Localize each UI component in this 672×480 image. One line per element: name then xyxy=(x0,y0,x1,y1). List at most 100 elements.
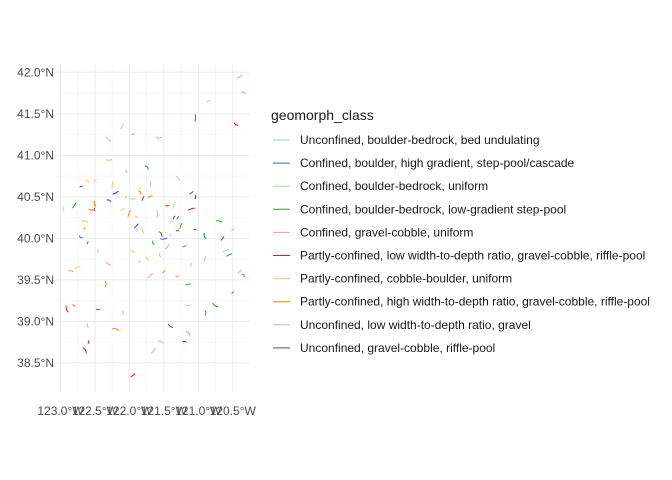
legend-label: Confined, gravel-cobble, uniform xyxy=(300,225,473,239)
stream-segment xyxy=(156,209,159,218)
stream-segment xyxy=(158,231,163,237)
y-tick-label: 42.0°N xyxy=(17,65,54,79)
stream-segment xyxy=(203,256,207,262)
stream-segment xyxy=(222,249,230,253)
legend-label: Unconfined, boulder-bedrock, bed undulat… xyxy=(300,133,540,147)
grid-lines xyxy=(57,64,250,392)
legend: geomorph_class Unconfined, boulder-bedro… xyxy=(271,107,650,355)
stream-segment xyxy=(81,220,89,223)
stream-segment xyxy=(165,204,170,207)
y-tick-label: 40.0°N xyxy=(17,231,54,245)
stream-segment xyxy=(112,328,120,332)
stream-segment xyxy=(194,114,197,122)
stream-segment xyxy=(185,330,191,337)
stream-segment xyxy=(74,265,81,269)
stream-segment xyxy=(155,136,159,141)
stream-segment xyxy=(152,240,155,245)
stream-segment xyxy=(124,170,128,174)
stream-segment xyxy=(175,275,180,277)
stream-segment xyxy=(226,253,233,257)
stream-segment xyxy=(111,180,114,189)
stream-segment xyxy=(216,220,223,223)
legend-label: Unconfined, low width-to-depth ratio, gr… xyxy=(300,318,531,332)
stream-segment xyxy=(105,261,112,266)
stream-segment xyxy=(240,91,246,95)
stream-segment xyxy=(134,216,139,219)
stream-segment xyxy=(87,340,90,344)
stream-segment xyxy=(105,136,112,142)
stream-segment xyxy=(95,308,101,311)
stream-segment xyxy=(86,240,89,245)
stream-segment xyxy=(138,190,142,195)
legend-label: Confined, boulder, high gradient, step-p… xyxy=(300,156,575,170)
stream-segment xyxy=(168,220,174,223)
stream-segment xyxy=(86,178,90,183)
stream-segment xyxy=(172,215,176,220)
y-axis-ticks: 38.5°N 39.0°N 39.5°N 40.0°N 40.5°N 41.0°N 41.5… xyxy=(17,65,54,370)
stream-segment xyxy=(86,323,89,328)
stream-segment xyxy=(175,175,180,182)
stream-segment xyxy=(137,260,142,264)
stream-segment xyxy=(206,99,212,103)
stream-segment xyxy=(141,195,145,202)
stream-segment xyxy=(83,226,87,230)
stream-segment xyxy=(93,178,97,183)
stream-segment xyxy=(168,233,173,236)
stream-segment xyxy=(97,249,100,253)
stream-segment xyxy=(185,283,191,286)
stream-segment xyxy=(82,347,87,354)
stream-segment xyxy=(62,206,65,213)
stream-segment xyxy=(120,207,125,212)
stream-segment xyxy=(157,340,164,344)
stream-segment xyxy=(88,208,95,211)
stream-segment xyxy=(212,302,219,308)
y-tick-label: 38.5°N xyxy=(17,356,54,370)
stream-segment xyxy=(122,310,124,316)
stream-segment xyxy=(147,195,153,198)
legend-label: Confined, boulder-bedrock, low-gradient … xyxy=(300,202,566,216)
stream-segment xyxy=(176,215,180,220)
stream-segment xyxy=(130,373,136,378)
stream-segment xyxy=(133,223,139,229)
stream-segment xyxy=(124,195,128,199)
y-tick-label: 39.5°N xyxy=(17,273,54,287)
stream-segment xyxy=(104,159,113,161)
stream-segment xyxy=(147,273,154,279)
x-tick-label: 120.5°W xyxy=(210,404,257,418)
stream-segment xyxy=(127,209,132,217)
x-tick-label: 122.0°W xyxy=(106,404,153,418)
stream-segment xyxy=(175,229,180,232)
stream-segment xyxy=(120,123,125,130)
stream-segment xyxy=(79,235,83,239)
stream-segment xyxy=(129,198,136,200)
x-tick-label: 121.0°W xyxy=(175,404,222,418)
stream-segment xyxy=(233,122,239,126)
stream-segment xyxy=(220,236,225,241)
stream-segment xyxy=(159,253,161,257)
stream-segment xyxy=(172,201,176,209)
y-tick-label: 41.5°N xyxy=(17,107,54,121)
stream-segment xyxy=(65,305,69,313)
stream-segment xyxy=(144,165,149,170)
y-tick-label: 39.0°N xyxy=(17,314,54,328)
stream-segment xyxy=(203,233,207,240)
stream-segment xyxy=(187,207,195,211)
legend-label: Partly-confined, high width-to-depth rat… xyxy=(300,295,650,309)
x-tick-label: 121.5°W xyxy=(141,404,188,418)
stream-segment xyxy=(160,237,168,240)
stream-segment xyxy=(72,303,76,307)
stream-segment xyxy=(165,244,170,250)
stream-segment xyxy=(137,186,142,191)
stream-segment xyxy=(179,222,183,229)
stream-segment xyxy=(231,291,235,294)
stream-segment xyxy=(194,194,197,200)
y-tick-label: 40.5°N xyxy=(17,190,54,204)
stream-segment xyxy=(130,249,135,253)
x-axis-ticks: 123.0°W122.5°W122.0°W121.5°W121.0°W120.5… xyxy=(37,404,256,418)
stream-segment xyxy=(141,227,145,234)
legend-label: Partly-confined, cobble-boulder, uniform xyxy=(300,272,512,286)
stream-segment xyxy=(79,185,84,188)
stream-segment xyxy=(204,310,207,316)
stream-segment xyxy=(158,136,163,139)
